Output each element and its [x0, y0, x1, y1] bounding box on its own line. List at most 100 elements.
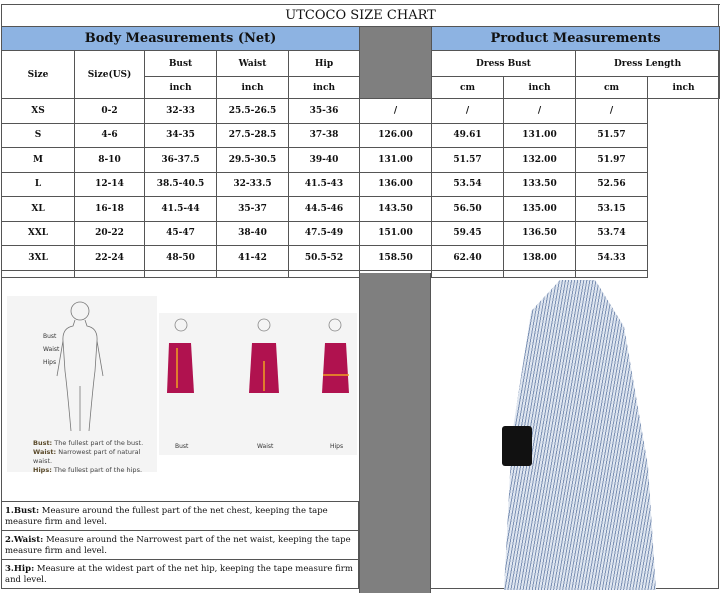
table-cell: 52.56 [575, 171, 648, 197]
unit: inch [503, 76, 576, 99]
table-cell: 16-18 [74, 196, 145, 222]
table-cell: 35-36 [288, 98, 360, 124]
divider-column [359, 26, 432, 99]
table-cell: / [575, 98, 648, 124]
table-cell: 131.00 [359, 147, 432, 173]
table-cell: 143.50 [359, 196, 432, 222]
table-cell: 53.74 [575, 220, 648, 246]
table-row: XS 0-2 32-33 25.5-26.5 35-36// / / [1, 98, 720, 124]
table-cell: XXL [1, 220, 75, 246]
table-cell: 126.00 [359, 122, 432, 148]
table-cell: 50.5-52 [288, 245, 360, 271]
chart-title: UTCOCO SIZE CHART [1, 4, 720, 27]
col-bust: Bust [144, 50, 217, 77]
body-diagram: Bust Waist Hips Bust: The fullest part o… [7, 296, 157, 474]
table-row: L 12-14 38.5-40.5 32-33.5 41.5-43 136.00 53.54… [1, 171, 720, 197]
product-measurements-header: Product Measurements [430, 26, 720, 51]
table-cell: 39-40 [288, 147, 360, 173]
table-row: XL 16-18 41.5-44 35-37 44.5-46 143.50 56.50 135… [1, 196, 720, 222]
table-cell: 25.5-26.5 [216, 98, 289, 124]
table-cell: 51.57 [575, 122, 648, 148]
measurement-notes: 1.Bust: Measure around the fullest part … [2, 501, 359, 588]
table-cell: 27.5-28.5 [216, 122, 289, 148]
note-item: 2.Waist: Measure around the Narrowest pa… [2, 530, 359, 559]
dress-shape [167, 343, 194, 393]
divider-column [359, 273, 431, 593]
note-item: 3.Hip: Measure at the widest part of the… [2, 559, 359, 588]
unit: inch [216, 76, 289, 99]
table-cell: 41-42 [216, 245, 289, 271]
col-size: Size [1, 50, 75, 99]
table-cell: 41.5-44 [144, 196, 217, 222]
table-cell: 29.5-30.5 [216, 147, 289, 173]
col-hip: Hip [288, 50, 360, 77]
unit: inch [646, 76, 720, 99]
dress-shape [322, 343, 349, 393]
table-row: S 4-6 34-35 27.5-28.5 37-38 126.00 49.61 131.00… [1, 122, 720, 148]
table-cell: 37-38 [288, 122, 360, 148]
size-chart: UTCOCO SIZE CHART Body Measurements (Net… [1, 4, 720, 593]
caption: Bust: The fullest part of the bust. [33, 439, 144, 447]
table-cell: 59.45 [431, 220, 504, 246]
handbag [502, 426, 532, 466]
unit: cm [431, 76, 504, 99]
table-cell: 48-50 [144, 245, 217, 271]
table-cell: 38-40 [216, 220, 289, 246]
table-cell: 45-47 [144, 220, 217, 246]
table-cell: M [1, 147, 75, 173]
unit: inch [144, 76, 217, 99]
table-cell: 158.50 [359, 245, 432, 271]
table-cell: 135.00 [503, 196, 576, 222]
table-cell: 56.50 [431, 196, 504, 222]
table-cell: 32-33 [144, 98, 217, 124]
table-cell: 38.5-40.5 [144, 171, 217, 197]
table-cell: 44.5-46 [288, 196, 360, 222]
measuring-poses: Bust Waist Hips [159, 313, 357, 455]
table-cell: 136.00 [359, 171, 432, 197]
table-cell: 34-35 [144, 122, 217, 148]
col-waist: Waist [216, 50, 289, 77]
table-cell: / [503, 98, 576, 124]
unit: inch [288, 76, 360, 99]
table-row: XXL 20-22 45-47 38-40 47.5-49 151.00 59.45 136.… [1, 220, 720, 246]
table-cell: 62.40 [431, 245, 504, 271]
col-dress-bust: Dress Bust [431, 50, 576, 77]
table-cell: 36-37.5 [144, 147, 217, 173]
table-cell: 35-37 [216, 196, 289, 222]
table-cell: 3XL [1, 245, 75, 271]
table-cell: 41.5-43 [288, 171, 360, 197]
table-cell: 49.61 [431, 122, 504, 148]
size-table: UTCOCO SIZE CHART Body Measurements (Net… [1, 4, 720, 278]
table-cell: XS [1, 98, 75, 124]
table-cell: 22-24 [74, 245, 145, 271]
table-cell: 4-6 [74, 122, 145, 148]
table-cell: / [359, 98, 432, 124]
table-cell: 131.00 [503, 122, 576, 148]
table-cell: 0-2 [74, 98, 145, 124]
table-cell: 132.00 [503, 147, 576, 173]
table-cell: 53.54 [431, 171, 504, 197]
table-cell: 8-10 [74, 147, 145, 173]
unit: cm [575, 76, 648, 99]
body-measurements-header: Body Measurements (Net) [1, 26, 360, 51]
table-cell: 136.50 [503, 220, 576, 246]
table-cell: 12-14 [74, 171, 145, 197]
note-item: 1.Bust: Measure around the fullest part … [2, 501, 359, 530]
table-cell: XL [1, 196, 75, 222]
table-cell: 51.97 [575, 147, 648, 173]
table-cell: 32-33.5 [216, 171, 289, 197]
images-area: Bust Waist Hips Bust: The fullest part o… [2, 273, 718, 593]
table-cell: L [1, 171, 75, 197]
caption: Hips: The fullest part of the hips. [33, 466, 143, 474]
body-outline-icon [56, 301, 104, 432]
table-cell: S [1, 122, 75, 148]
caption: Waist: Narrowest part of natural waist. [33, 448, 141, 465]
table-row: 3XL 22-24 48-50 41-42 50.5-52 158.50 62.40 138.… [1, 245, 720, 271]
table-cell: 20-22 [74, 220, 145, 246]
table-cell: 151.00 [359, 220, 432, 246]
table-cell: 54.33 [575, 245, 648, 271]
table-cell: 138.00 [503, 245, 576, 271]
table-cell: / [431, 98, 504, 124]
table-row: M 8-10 36-37.5 29.5-30.5 39-40 131.00 51.57 132… [1, 147, 720, 173]
table-cell: 133.50 [503, 171, 576, 197]
